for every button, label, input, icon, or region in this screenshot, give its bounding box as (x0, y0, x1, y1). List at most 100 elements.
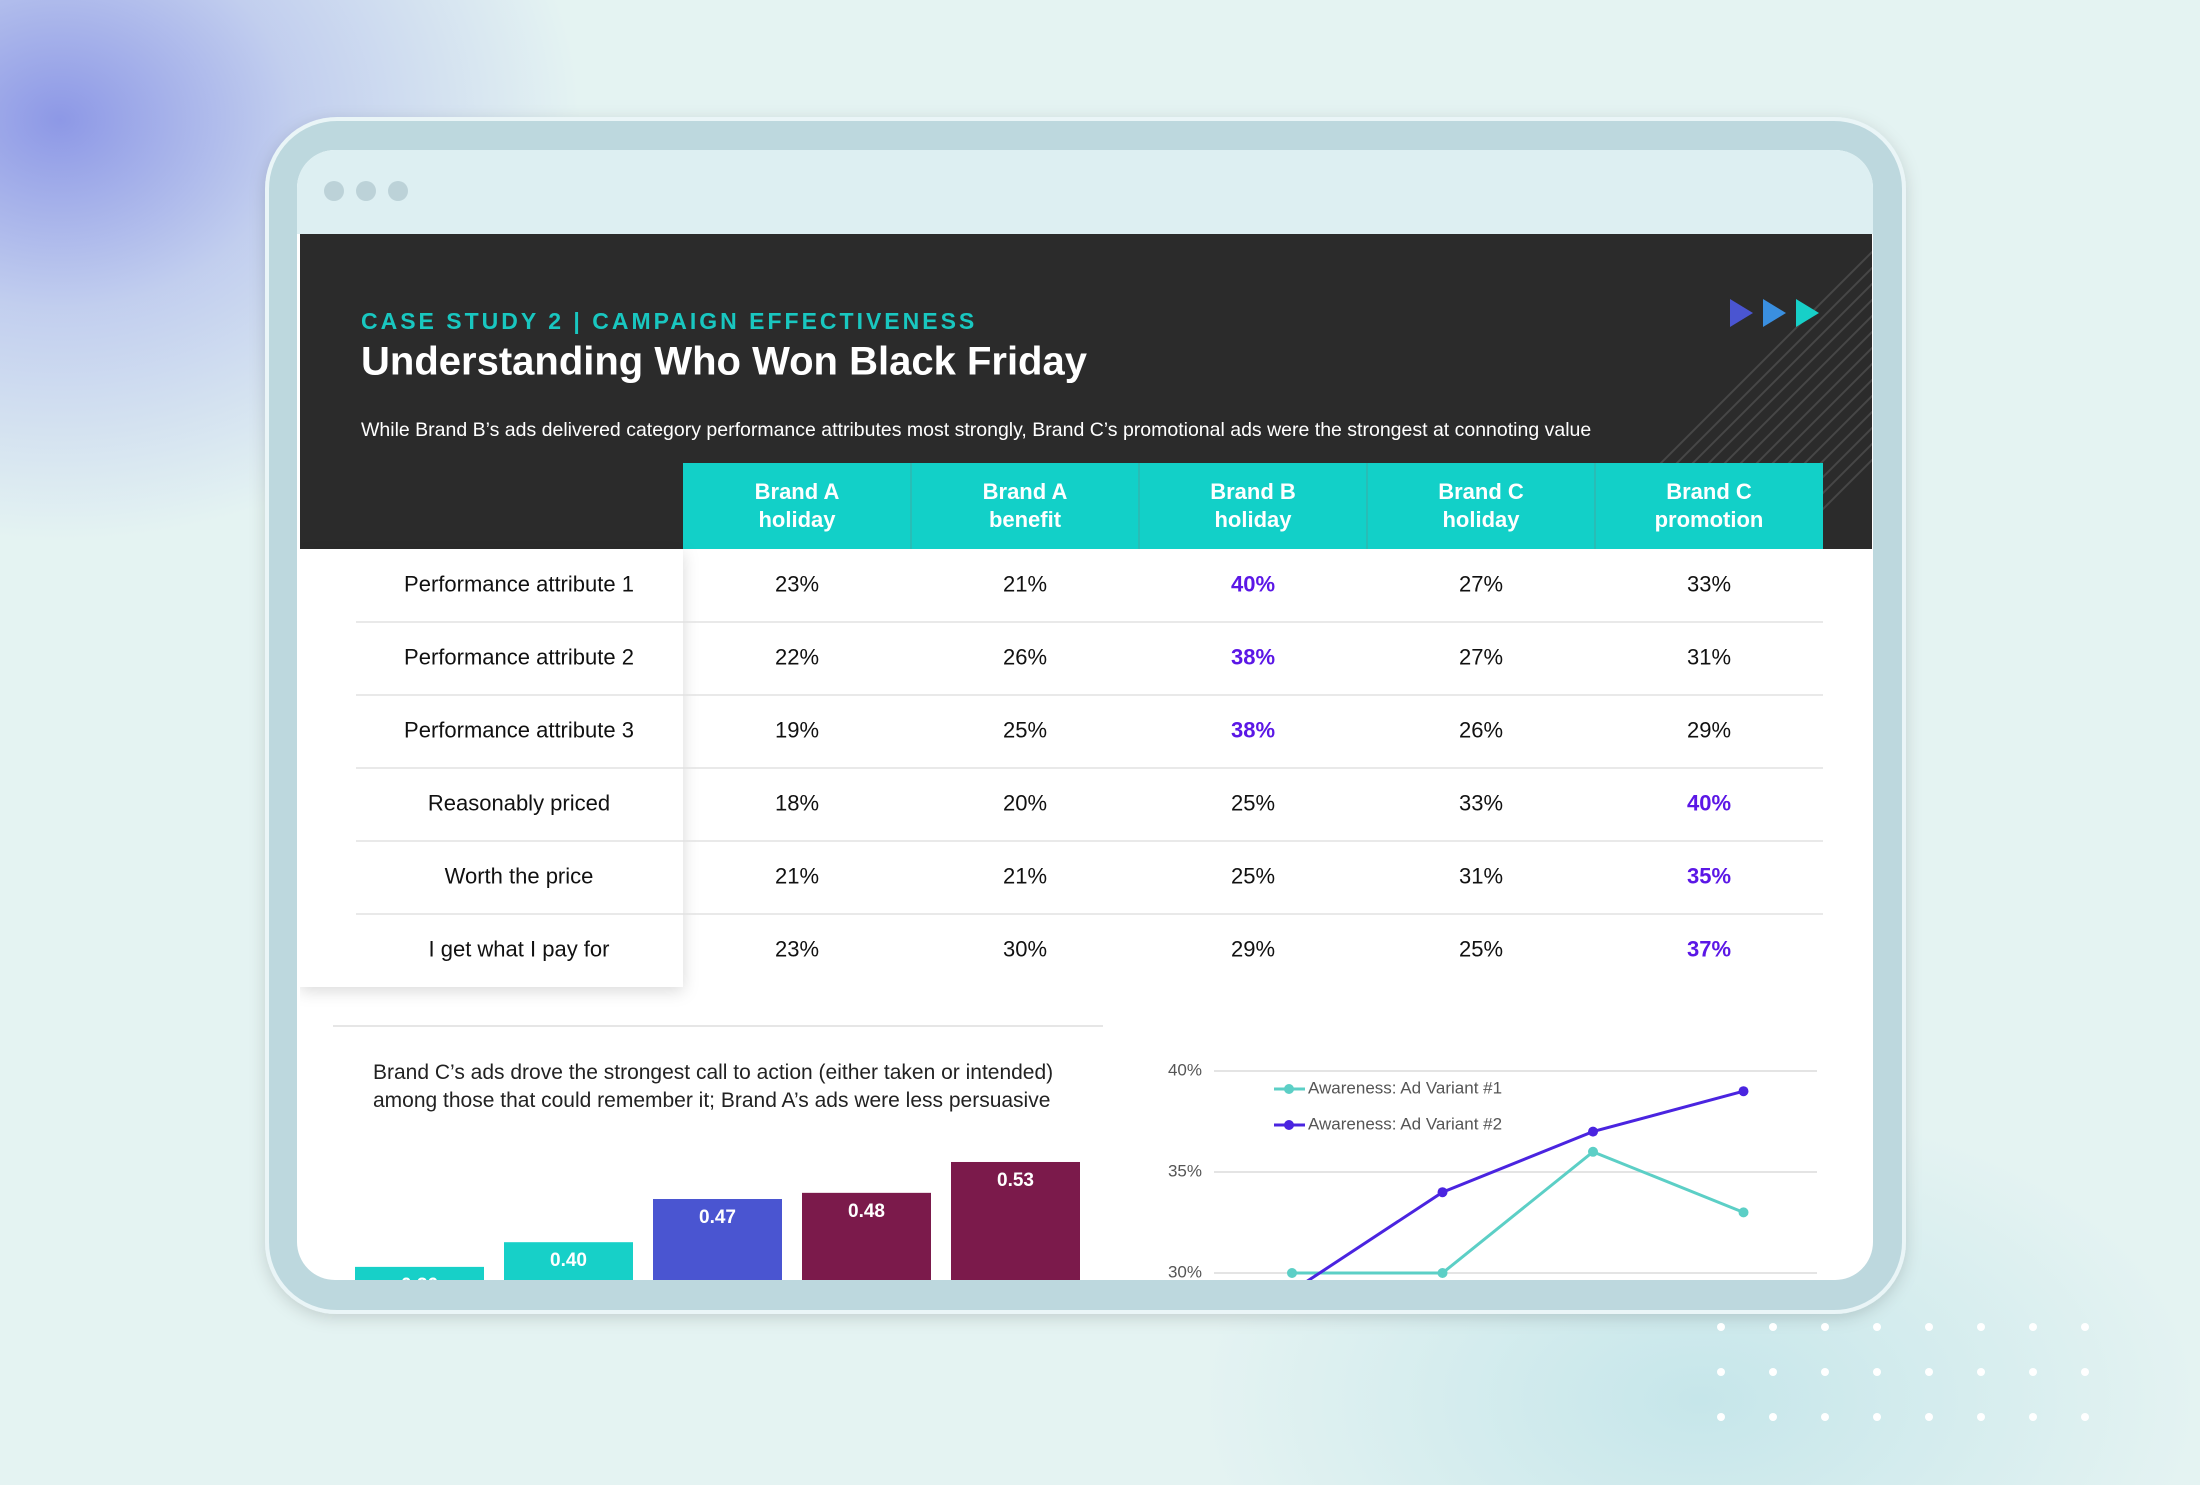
decor-dots (1717, 1323, 2089, 1421)
bar-value-label: 0.47 (699, 1207, 736, 1228)
cell: 35% (1687, 863, 1731, 888)
cell: 26% (1459, 717, 1503, 742)
decor-dot (1717, 1368, 1725, 1376)
decor-dot (1925, 1368, 1933, 1376)
cell: 31% (1459, 863, 1503, 888)
cell: 19% (775, 717, 819, 742)
row-label: I get what I pay for (429, 936, 610, 961)
cell: 23% (775, 936, 819, 961)
column-header: Brand B (1210, 479, 1296, 504)
decor-dot (1925, 1413, 1933, 1421)
bar-value-label: 0.53 (997, 1170, 1034, 1191)
bar-chart: 0.36 0.40 0.47 0.48 0.53 (355, 1161, 1080, 1296)
table: Brand A holiday Brand A benefit Brand B holid… (356, 463, 1823, 961)
window-dot[interactable] (388, 181, 408, 201)
cell: 25% (1231, 863, 1275, 888)
y-tick-label: 40% (1168, 1060, 1202, 1079)
cell: 33% (1459, 790, 1503, 815)
column-header: Brand C (1438, 479, 1524, 504)
kicker: CASE STUDY 2 | CAMPAIGN EFFECTIVENESS (361, 308, 977, 334)
bar-value-label: 0.48 (848, 1201, 885, 1222)
point (1437, 1268, 1448, 1278)
column-header: promotion (1655, 507, 1764, 532)
point (1738, 1207, 1749, 1218)
cell: 38% (1231, 644, 1275, 669)
cell: 27% (1459, 644, 1503, 669)
decor-dot (2081, 1323, 2089, 1331)
slide: CASE STUDY 2 | CAMPAIGN EFFECTIVENESS Un… (300, 234, 1872, 1296)
chart-note: Brand C’s ads drove the strongest call t… (373, 1061, 1054, 1112)
decor-dot (2081, 1368, 2089, 1376)
decor-dot (1821, 1413, 1829, 1421)
column-header: benefit (989, 507, 1062, 532)
column-header: holiday (758, 507, 836, 532)
cell: 30% (1003, 936, 1047, 961)
window-bar (297, 150, 1873, 234)
row-label: Worth the price (445, 863, 594, 888)
decor-dot (2029, 1413, 2037, 1421)
decor-dot (1821, 1368, 1829, 1376)
legend-dot (1284, 1084, 1294, 1094)
decor-dot (2029, 1323, 2037, 1331)
decor-dot (1769, 1368, 1777, 1376)
window-dot[interactable] (324, 181, 344, 201)
decor-dot (2029, 1368, 2037, 1376)
table-header (683, 463, 1823, 549)
cell: 18% (775, 790, 819, 815)
decor-dot (1977, 1368, 1985, 1376)
decor-dot (1977, 1323, 1985, 1331)
cell: 23% (775, 571, 819, 596)
cell: 40% (1687, 790, 1731, 815)
column-header: Brand C (1666, 479, 1752, 504)
cell: 27% (1459, 571, 1503, 596)
cell: 21% (1003, 863, 1047, 888)
title: Understanding Who Won Black Friday (361, 340, 1088, 384)
bar-value-label: 0.40 (550, 1250, 587, 1271)
decor-dot (1873, 1413, 1881, 1421)
series-line (1306, 1089, 1744, 1280)
cell: 37% (1687, 936, 1731, 961)
cell: 25% (1459, 936, 1503, 961)
column-header: Brand A (983, 479, 1068, 504)
decor-dot (1717, 1413, 1725, 1421)
point (1738, 1086, 1749, 1097)
row-label: Performance attribute 2 (404, 644, 634, 669)
column-header: holiday (1214, 507, 1292, 532)
point (1588, 1126, 1598, 1137)
decor-dot (1977, 1413, 1985, 1421)
legend-label: Awareness: Ad Variant #1 (1308, 1078, 1502, 1097)
stripe (1781, 442, 1872, 535)
decor-dot (1769, 1323, 1777, 1331)
row-label: Reasonably priced (428, 790, 610, 815)
bar (355, 1266, 484, 1280)
column-header: Brand A (755, 479, 840, 504)
window-dot[interactable] (356, 181, 376, 201)
legend-label: Awareness: Ad Variant #2 (1308, 1114, 1502, 1133)
point (1588, 1146, 1598, 1157)
point (1437, 1187, 1448, 1198)
cell: 21% (775, 863, 819, 888)
cell: 22% (775, 644, 819, 669)
y-tick-label: 35% (1168, 1161, 1202, 1180)
cell: 29% (1231, 936, 1275, 961)
bar-value-label: 0.36 (401, 1275, 438, 1296)
legend-dot (1284, 1120, 1294, 1130)
decor-dot (1925, 1323, 1933, 1331)
cell: 40% (1231, 571, 1275, 596)
cell: 31% (1687, 644, 1731, 669)
column-header: holiday (1442, 507, 1520, 532)
cell: 26% (1003, 644, 1047, 669)
subtitle: While Brand B’s ads delivered category p… (361, 419, 1591, 441)
cell: 25% (1231, 790, 1275, 815)
cell: 21% (1003, 571, 1047, 596)
arrows (1730, 299, 1819, 327)
bar (802, 1192, 931, 1280)
cell: 38% (1231, 717, 1275, 742)
series-line (1292, 1150, 1745, 1275)
point (1287, 1268, 1297, 1278)
decor-dot (1873, 1368, 1881, 1376)
row-label: Performance attribute 1 (404, 571, 634, 596)
bar (504, 1242, 633, 1280)
